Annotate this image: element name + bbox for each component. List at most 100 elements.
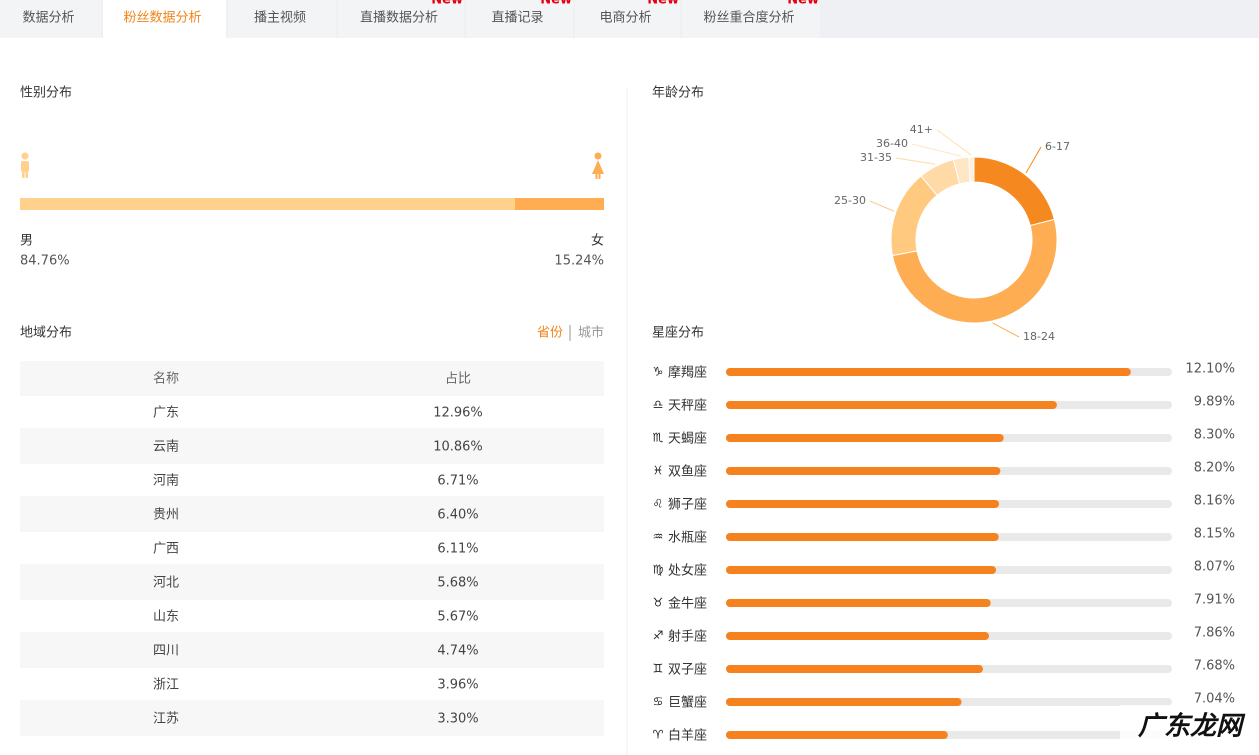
tab[interactable] (682, 0, 820, 38)
zodiac-bar (726, 566, 997, 574)
zodiac-sign: ♐ (653, 629, 664, 643)
watermark: 广东龙网 (1138, 712, 1246, 742)
gender-name: 男 (20, 234, 33, 249)
zodiac-bar (726, 599, 991, 607)
age-segment (968, 156, 975, 183)
table-cell: 河北 (153, 576, 179, 591)
age-segment (890, 175, 938, 257)
zodiac-bar (726, 500, 1000, 508)
zodiac-value: 8.20% (1194, 461, 1235, 476)
zodiac-name: 天蝎座 (668, 432, 707, 447)
table-cell: 6.11% (437, 542, 478, 557)
section-title: 性别分布 (20, 86, 72, 101)
zodiac-value: 9.89% (1194, 395, 1235, 410)
age-segment (891, 218, 1058, 324)
tab-label[interactable]: 直播数据分析 (360, 11, 438, 26)
tab[interactable] (466, 0, 573, 38)
gender-value: 84.76% (20, 254, 70, 269)
table-cell: 5.67% (437, 610, 478, 625)
zodiac-value: 7.68% (1194, 659, 1235, 674)
tab-label[interactable]: 数据分析 (22, 11, 74, 26)
age-leader (911, 143, 961, 157)
zodiac-value: 7.91% (1194, 593, 1235, 608)
table-cell: 江苏 (153, 711, 179, 727)
tab[interactable] (575, 0, 680, 38)
age-leader (1025, 146, 1042, 174)
table-cell: 6.71% (437, 474, 478, 489)
age-label: 6-17 (1045, 140, 1070, 153)
zodiac-name: 双鱼座 (668, 464, 707, 480)
zodiac-value: 8.30% (1194, 428, 1235, 443)
zodiac-bar (726, 731, 948, 739)
table-row-bg (20, 361, 604, 395)
age-label: 25-30 (834, 194, 866, 207)
new-badge: New (540, 0, 572, 8)
zodiac-name: 处女座 (668, 563, 707, 579)
zodiac-sign: ♊ (653, 662, 664, 676)
zodiac-sign: ♈ (653, 728, 664, 742)
zodiac-sign: ♎ (653, 398, 664, 412)
new-badge: New (431, 0, 463, 8)
age-label: 18-24 (1023, 330, 1055, 343)
table-row-bg (20, 429, 604, 463)
table-cell: 山东 (153, 610, 179, 625)
zodiac-bar (726, 434, 1004, 442)
table-cell: 4.74% (437, 644, 478, 659)
zodiac-bar (726, 665, 983, 673)
zodiac-value: 12.10% (1185, 362, 1235, 377)
tab-label[interactable]: 电商分析 (599, 11, 651, 26)
zodiac-sign: ♑ (653, 365, 664, 379)
age-leader (936, 129, 972, 156)
zodiac-value: 7.86% (1194, 626, 1235, 641)
tab-label[interactable]: 播主视频 (254, 11, 306, 26)
table-row-bg (20, 497, 604, 531)
table-cell: 河南 (153, 473, 179, 489)
watermark-bg (1120, 705, 1259, 755)
zodiac-bar (726, 632, 989, 640)
zodiac-value: 8.15% (1194, 527, 1235, 542)
table-cell: 3.30% (437, 712, 478, 727)
toggle-option[interactable]: 省份 (537, 326, 563, 341)
gender-value: 15.24% (554, 254, 604, 269)
table-cell: 10.86% (433, 440, 483, 455)
table-cell: 浙江 (153, 678, 179, 693)
age-leader (869, 200, 895, 212)
section-title: 年龄分布 (652, 86, 704, 101)
tab[interactable] (338, 0, 464, 38)
zodiac-bar (726, 467, 1001, 475)
zodiac-sign: ♏ (653, 431, 664, 445)
zodiac-name: 双子座 (668, 663, 707, 678)
age-segment (973, 156, 1055, 227)
age-leader (992, 322, 1020, 338)
zodiac-value: 8.16% (1194, 494, 1235, 509)
tab-label[interactable]: 粉丝数据分析 (123, 11, 201, 26)
zodiac-sign: ♓ (653, 464, 664, 478)
zodiac-name: 天秤座 (668, 399, 707, 414)
table-cell: 12.96% (433, 406, 483, 421)
zodiac-name: 金牛座 (668, 596, 707, 612)
tab[interactable] (0, 0, 101, 38)
age-leader (895, 157, 936, 165)
table-header: 名称 (153, 371, 179, 387)
toggle-option[interactable]: 城市 (578, 325, 604, 341)
zodiac-name: 白羊座 (668, 728, 707, 744)
table-cell: 广东 (153, 406, 179, 421)
table-cell: 四川 (153, 644, 179, 659)
tab-label[interactable]: 直播记录 (491, 11, 543, 26)
table-cell: 云南 (153, 439, 179, 455)
zodiac-bar (726, 401, 1057, 409)
table-row-bg (20, 701, 604, 735)
zodiac-bar (726, 698, 962, 706)
gender-bar (20, 198, 515, 210)
table-cell: 贵州 (153, 508, 179, 523)
section-title: 地域分布 (20, 326, 72, 341)
tab[interactable] (103, 0, 226, 38)
male-icon (21, 152, 29, 178)
table-cell: 6.40% (437, 508, 478, 523)
section-title: 星座分布 (652, 326, 704, 341)
tab-label[interactable]: 粉丝重合度分析 (703, 10, 794, 26)
zodiac-name: 摩羯座 (668, 365, 707, 381)
zodiac-sign: ♍ (653, 563, 664, 577)
zodiac-name: 巨蟹座 (668, 696, 707, 711)
tab[interactable] (228, 0, 336, 38)
